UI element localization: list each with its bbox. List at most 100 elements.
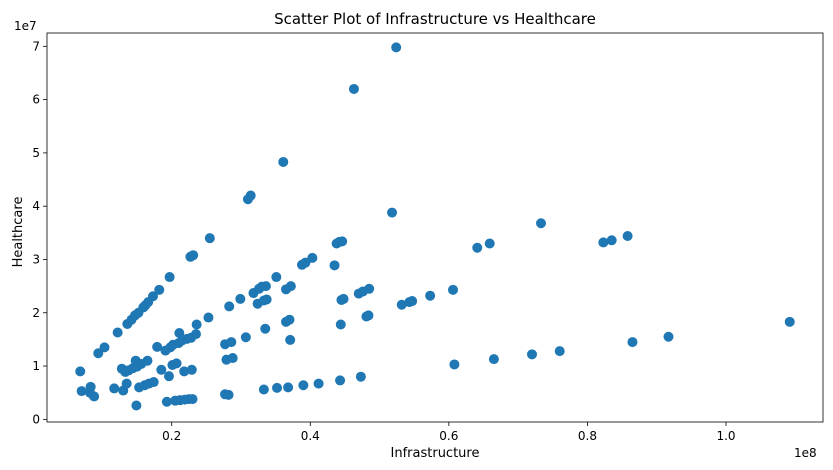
scatter-point (784, 316, 795, 327)
scatter-point (387, 207, 398, 218)
scatter-point (186, 364, 197, 375)
scatter-point (261, 294, 272, 305)
scatter-point (307, 252, 318, 263)
scatter-point (179, 366, 190, 377)
y-axis-offset-label: 1e7 (14, 19, 37, 33)
scatter-point (407, 296, 418, 307)
y-axis-label: Healthcare (11, 197, 26, 268)
scatter-point (313, 378, 324, 389)
scatter-point (76, 386, 87, 397)
scatter-point (335, 375, 346, 386)
y-tick-label: 0 (32, 412, 40, 426)
scatter-point (285, 334, 296, 345)
scatter-point (171, 358, 182, 369)
scatter-point (627, 337, 638, 348)
x-tick-label: 0.2 (162, 429, 181, 443)
scatter-point (152, 341, 163, 352)
scatter-point (348, 83, 359, 94)
x-axis-offset-label: 1e8 (794, 446, 817, 460)
scatter-point (226, 337, 237, 348)
scatter-point (163, 371, 174, 382)
scatter-point (112, 327, 123, 338)
scatter-point (223, 389, 234, 400)
scatter-point (93, 348, 104, 359)
scatter-point (240, 332, 251, 343)
scatter-point (622, 231, 633, 242)
scatter-point (156, 364, 167, 375)
scatter-point (425, 290, 436, 301)
scatter-point (536, 218, 547, 229)
scatter-point (363, 310, 374, 321)
y-tick-label: 4 (32, 199, 40, 213)
scatter-point (260, 281, 271, 292)
scatter-point (272, 382, 283, 393)
scatter-point (258, 384, 269, 395)
scatter-point (131, 400, 142, 411)
scatter-point (391, 42, 402, 53)
scatter-point (260, 323, 271, 334)
scatter-point (224, 301, 235, 312)
scatter-point (663, 331, 674, 342)
scatter-point (191, 319, 202, 330)
scatter-point (554, 346, 565, 357)
scatter-point (449, 359, 460, 370)
x-tick-label: 1.0 (716, 429, 735, 443)
y-tick-label: 2 (32, 306, 40, 320)
scatter-point (337, 236, 348, 247)
scatter-point (448, 284, 459, 295)
scatter-point (148, 377, 159, 388)
scatter-point (99, 342, 110, 353)
scatter-point (85, 381, 96, 392)
scatter-point (204, 233, 215, 244)
scatter-point (364, 283, 375, 294)
scatter-point (329, 260, 340, 271)
x-tick-label: 0.6 (439, 429, 458, 443)
scatter-point (190, 329, 201, 340)
scatter-point (121, 378, 132, 389)
y-tick-label: 1 (32, 359, 40, 373)
scatter-point (283, 382, 294, 393)
chart-title: Scatter Plot of Infrastructure vs Health… (274, 10, 596, 28)
scatter-point (148, 291, 159, 302)
scatter-point (298, 380, 309, 391)
scatter-point (606, 235, 617, 246)
scatter-point (335, 319, 346, 330)
y-tick-label: 5 (32, 146, 40, 160)
scatter-point (484, 238, 495, 249)
scatter-point (598, 237, 609, 248)
scatter-point (227, 353, 238, 364)
scatter-point (488, 354, 499, 365)
scatter-point (338, 293, 349, 304)
x-axis-ticks: 0.2 0.4 0.6 0.8 1.0 (162, 422, 736, 443)
y-axis-ticks: 0 1 2 3 4 5 6 7 (32, 39, 47, 426)
scatter-point (527, 349, 537, 360)
scatter-point (355, 371, 366, 382)
scatter-point (142, 355, 153, 366)
x-axis-label: Infrastructure (391, 446, 480, 461)
scatter-point (75, 366, 86, 377)
scatter-point (271, 272, 282, 283)
scatter-point (164, 272, 175, 283)
scatter-point (285, 281, 296, 292)
scatter-point (203, 312, 214, 323)
scatter-point (396, 299, 407, 310)
scatter-point (245, 190, 256, 201)
y-tick-label: 3 (32, 252, 40, 266)
x-tick-label: 0.8 (578, 429, 597, 443)
scatter-point (187, 394, 198, 405)
scatter-point (188, 250, 199, 261)
plot-area-frame (46, 32, 824, 423)
scatter-point (161, 396, 172, 407)
scatter-point (154, 284, 165, 295)
data-points (75, 42, 795, 411)
scatter-point (278, 156, 289, 167)
y-tick-label: 6 (32, 93, 40, 107)
scatter-point (284, 314, 295, 325)
scatter-point (109, 383, 120, 394)
y-tick-label: 7 (32, 39, 40, 53)
scatter-point (235, 293, 246, 304)
x-tick-label: 0.4 (301, 429, 320, 443)
scatter-point (89, 391, 100, 402)
